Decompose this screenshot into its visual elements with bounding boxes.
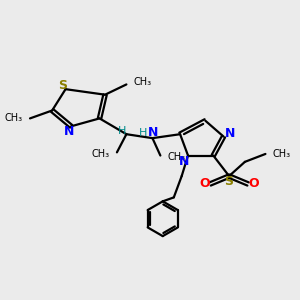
Text: CH₃: CH₃ [92, 149, 110, 159]
Text: CH₃: CH₃ [134, 77, 152, 87]
Text: N: N [148, 126, 158, 139]
Text: N: N [225, 127, 235, 140]
Text: CH₃: CH₃ [167, 152, 186, 162]
Text: O: O [199, 178, 210, 190]
Text: S: S [225, 175, 234, 188]
Text: H: H [139, 128, 147, 138]
Text: O: O [248, 178, 259, 190]
Text: N: N [64, 125, 75, 138]
Text: H: H [118, 126, 126, 136]
Text: N: N [179, 154, 189, 168]
Text: CH₃: CH₃ [5, 113, 23, 123]
Text: S: S [58, 79, 67, 92]
Text: CH₃: CH₃ [272, 149, 291, 159]
